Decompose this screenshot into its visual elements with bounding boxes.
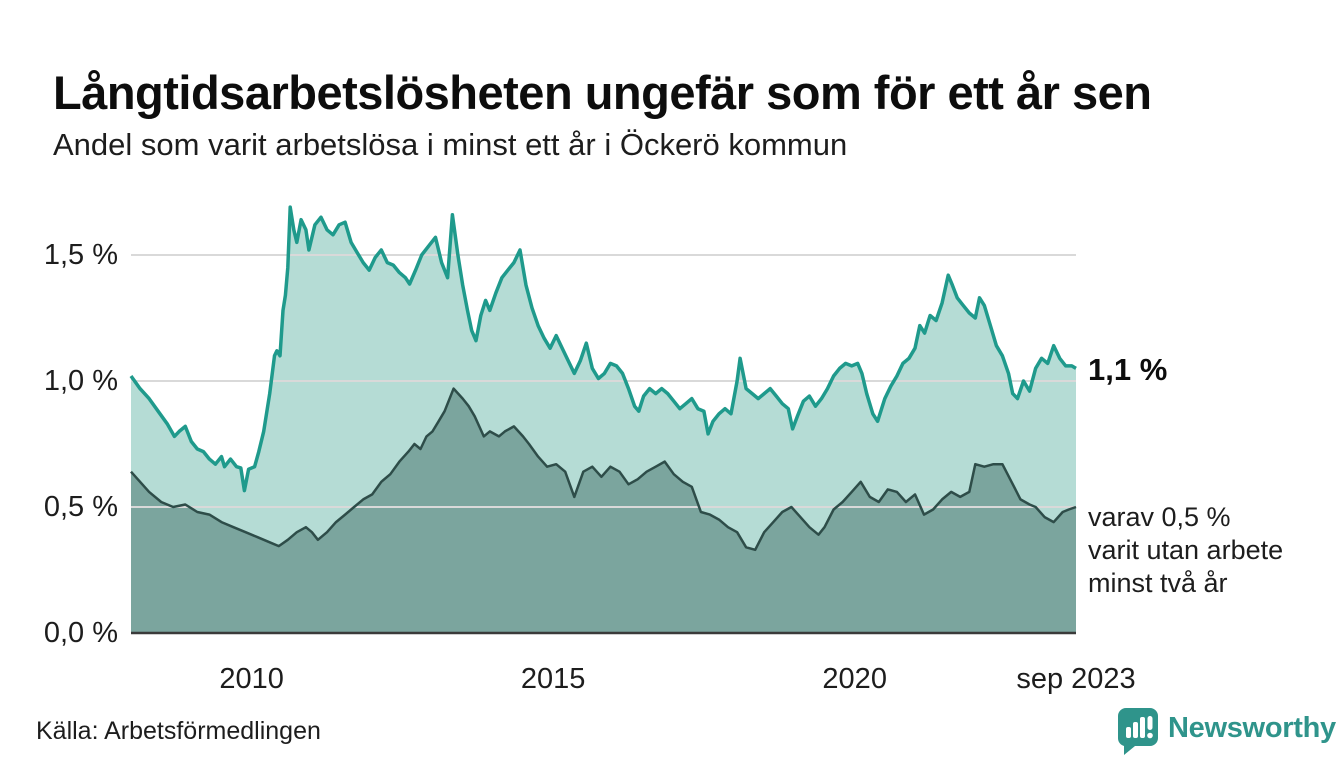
series-line-two-year (130, 387, 1077, 552)
note-line: varit utan arbete (1088, 535, 1284, 566)
area-chart (0, 180, 1340, 655)
newsworthy-bubble-chart-icon (1118, 708, 1158, 755)
y-tick-label: 1,5 % (43, 239, 118, 271)
x-tick-label: sep 2023 (1016, 663, 1136, 695)
y-tick-label: 0,0 % (43, 617, 118, 649)
y-tick-label: 0,5 % (43, 491, 118, 523)
series-line-one-year (129, 205, 1077, 493)
chart-subtitle: Andel som varit arbetslösa i minst ett å… (53, 127, 848, 162)
y-tick-label: 1,0 % (43, 365, 118, 397)
x-tick-label: 2020 (822, 663, 887, 695)
note-line: minst två år (1088, 568, 1228, 599)
newsworthy-logo: Newsworthy (1118, 708, 1336, 756)
series-area-two-year (131, 388, 1076, 633)
brand-name: Newsworthy (1168, 712, 1336, 744)
latest-value-label: 1,1 % (1088, 352, 1168, 387)
page-title: Långtidsarbetslösheten ungefär som för e… (53, 66, 1152, 120)
x-tick-label: 2010 (219, 663, 284, 695)
two-year-note-label: varav 0,5 % varit utan arbete minst två … (1088, 501, 1283, 601)
x-tick-label: 2015 (520, 663, 586, 695)
source-credit: Källa: Arbetsförmedlingen (36, 717, 321, 745)
chart-canvas (129, 205, 1077, 635)
note-line: varav 0,5 % (1088, 502, 1231, 532)
